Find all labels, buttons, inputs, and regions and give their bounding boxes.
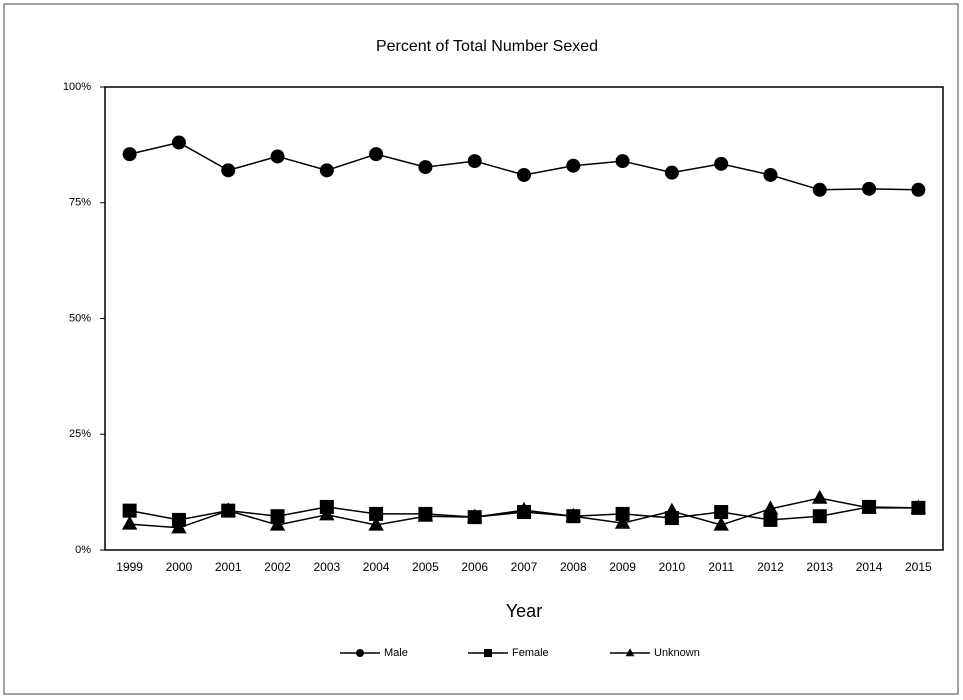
- chart-frame: [3, 3, 959, 695]
- x-tick-label: 2004: [363, 560, 390, 574]
- x-axis-label: Year: [506, 601, 542, 621]
- marker: [762, 500, 779, 515]
- marker: [269, 516, 286, 531]
- legend-label: Unknown: [654, 647, 700, 659]
- marker: [467, 154, 482, 169]
- marker: [171, 519, 187, 534]
- x-tick-label: 2007: [511, 560, 538, 574]
- marker: [614, 514, 631, 529]
- marker: [615, 154, 630, 169]
- legend-marker: [484, 649, 492, 657]
- x-tick-label: 2015: [905, 560, 932, 574]
- legend-marker: [356, 649, 364, 657]
- marker: [713, 516, 729, 531]
- marker: [467, 508, 483, 523]
- x-tick-label: 2014: [856, 560, 883, 574]
- x-tick-label: 2003: [313, 560, 340, 574]
- marker: [714, 156, 729, 171]
- y-tick-label: 0%: [75, 544, 91, 556]
- marker: [910, 499, 927, 514]
- legend-label: Male: [384, 647, 408, 659]
- x-tick-label: 2013: [806, 560, 833, 574]
- x-tick-label: 2001: [215, 560, 242, 574]
- marker: [516, 501, 532, 516]
- x-tick-label: 2008: [560, 560, 587, 574]
- marker: [221, 163, 236, 178]
- marker: [121, 515, 138, 530]
- marker: [171, 135, 186, 150]
- marker: [417, 507, 434, 522]
- x-tick-label: 2005: [412, 560, 439, 574]
- marker: [565, 507, 581, 522]
- marker: [566, 158, 581, 173]
- marker: [714, 505, 729, 520]
- y-tick-label: 100%: [63, 81, 91, 93]
- marker: [122, 147, 137, 162]
- marker: [220, 502, 236, 517]
- marker: [911, 182, 926, 197]
- marker: [812, 489, 828, 504]
- marker: [664, 502, 680, 517]
- marker: [664, 165, 679, 180]
- marker: [763, 512, 778, 527]
- legend-marker: [625, 648, 635, 657]
- y-tick-label: 50%: [69, 312, 91, 324]
- x-tick-label: 2006: [461, 560, 488, 574]
- x-tick-label: 2011: [708, 560, 734, 574]
- marker: [861, 499, 877, 514]
- x-tick-label: 1999: [116, 560, 143, 574]
- x-tick-label: 2002: [264, 560, 291, 574]
- marker: [862, 181, 877, 196]
- marker: [122, 503, 137, 518]
- marker: [270, 149, 285, 164]
- marker: [270, 509, 285, 524]
- chart-title: Percent of Total Number Sexed: [376, 38, 598, 55]
- marker: [319, 163, 334, 178]
- marker: [812, 509, 827, 524]
- y-tick-label: 25%: [69, 428, 91, 440]
- x-tick-label: 2012: [757, 560, 784, 574]
- marker: [319, 506, 335, 521]
- marker: [368, 516, 384, 531]
- x-tick-label: 2000: [166, 560, 193, 574]
- marker: [369, 506, 384, 521]
- x-tick-label: 2009: [609, 560, 636, 574]
- marker: [369, 147, 384, 162]
- marker: [812, 182, 827, 197]
- marker: [763, 167, 778, 182]
- marker: [517, 167, 531, 182]
- marker: [418, 160, 433, 175]
- legend-label: Female: [512, 647, 549, 659]
- marker: [615, 506, 630, 521]
- x-tick-label: 2010: [659, 560, 686, 574]
- y-tick-label: 75%: [69, 197, 91, 209]
